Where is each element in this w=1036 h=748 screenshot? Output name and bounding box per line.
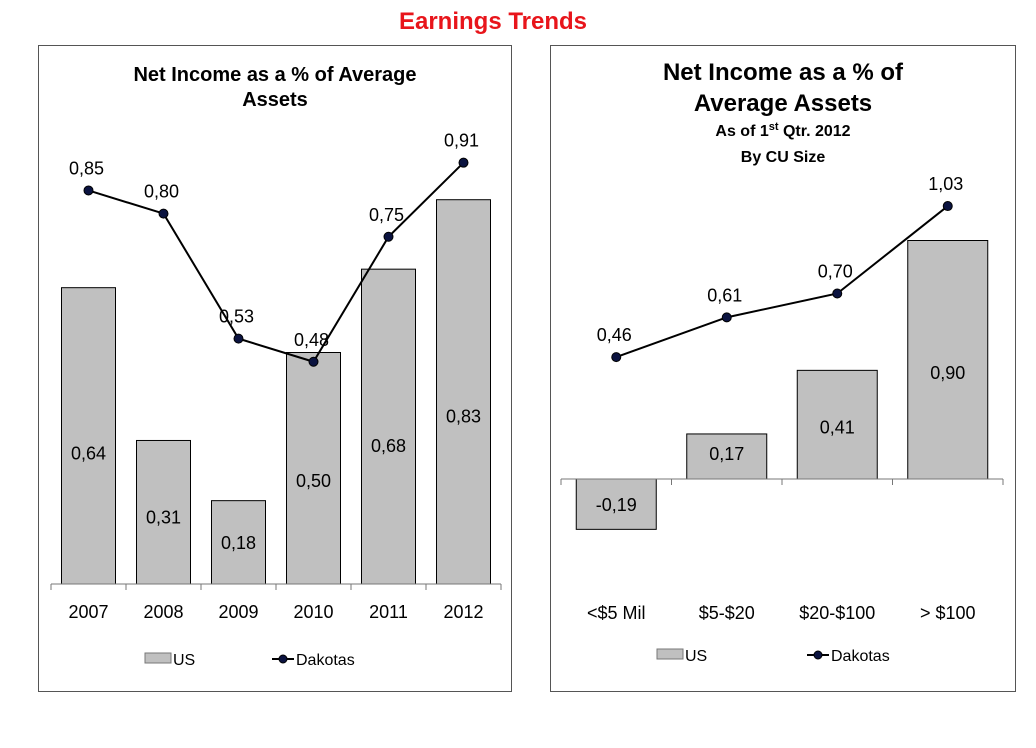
x-tick-label-3: > $100 (920, 603, 976, 623)
x-tick-label-0: 2007 (68, 602, 108, 622)
x-tick-label-5: 2012 (443, 602, 483, 622)
legend-swatch-us (144, 652, 172, 664)
x-tick-label-3: 2010 (293, 602, 333, 622)
line-dakotas (615, 205, 949, 359)
bar-us-3 (907, 240, 989, 480)
point-dakotas-5 (458, 157, 469, 168)
chart-panel-net-income-by-size: Net Income as a % of Average Assets As o… (550, 45, 1016, 692)
point-label-dakotas-4: 0,75 (369, 205, 404, 225)
bar-label-us-3: 0,50 (296, 471, 331, 491)
bar-us-0 (61, 287, 116, 585)
chart-panel-net-income-trend: Net Income as a % of Average Assets 0,64… (38, 45, 512, 692)
chart-title-line-1: Net Income as a % of (663, 59, 904, 86)
bar-label-us-1: 0,17 (709, 444, 744, 464)
legend-label-dakotas: Dakotas (296, 652, 355, 669)
bar-us-2 (211, 500, 266, 585)
line-dakotas (88, 161, 465, 363)
page-title: Earnings Trends (398, 8, 588, 35)
bar-label-us-5: 0,83 (446, 407, 481, 427)
bar-label-us-0: -0,19 (596, 495, 637, 515)
legend-label-us: US (685, 648, 707, 665)
point-label-dakotas-1: 0,61 (707, 285, 742, 305)
point-label-dakotas-1: 0,80 (144, 182, 179, 202)
chart-subtitle: As of 1st Qtr. 2012 (715, 121, 850, 140)
point-dakotas-0 (83, 185, 94, 196)
point-label-dakotas-5: 0,91 (444, 131, 479, 151)
x-tick-label-0: <$5 Mil (587, 603, 646, 623)
x-tick-label-1: 2008 (143, 602, 183, 622)
point-dakotas-0 (611, 352, 622, 363)
legend-label-us: US (173, 652, 195, 669)
bar-us-0 (575, 478, 657, 530)
point-label-dakotas-3: 1,03 (928, 174, 963, 194)
bar-us-3 (286, 352, 341, 585)
bar-us-1 (686, 433, 768, 480)
x-tick-label-1: $5-$20 (699, 603, 755, 623)
x-tick-label-4: 2011 (369, 602, 408, 622)
legend-swatch-us (656, 648, 684, 660)
point-dakotas-2 (233, 333, 244, 344)
x-tick-label-2: $20-$100 (799, 603, 875, 623)
chart-title-line-2: Assets (242, 89, 308, 111)
chart-title-line-1: Net Income as a % of Average (133, 64, 416, 86)
point-label-dakotas-2: 0,70 (818, 262, 853, 282)
bar-us-2 (796, 369, 878, 480)
chart-title-line-2: Average Assets (694, 90, 872, 117)
bar-us-5 (436, 199, 491, 585)
chart-net-income-trend: Net Income as a % of Average Assets 0,64… (50, 64, 502, 669)
bar-label-us-2: 0,18 (221, 533, 256, 553)
point-dakotas-1 (721, 312, 732, 323)
point-dakotas-4 (383, 231, 394, 242)
legend-marker-dakotas (813, 650, 823, 660)
bar-label-us-1: 0,31 (146, 508, 181, 528)
bar-label-us-2: 0,41 (820, 417, 855, 437)
point-label-dakotas-2: 0,53 (219, 307, 254, 327)
x-tick-label-2: 2009 (218, 602, 258, 622)
point-dakotas-3 (942, 201, 953, 212)
point-label-dakotas-0: 0,46 (597, 325, 632, 345)
point-dakotas-1 (158, 208, 169, 219)
point-dakotas-2 (832, 288, 843, 299)
bar-us-4 (361, 268, 416, 585)
legend-label-dakotas: Dakotas (831, 648, 890, 665)
legend-marker-dakotas (278, 654, 288, 664)
bar-label-us-0: 0,64 (71, 444, 106, 464)
chart-net-income-by-size: Net Income as a % of Average Assets As o… (560, 59, 1004, 665)
bar-label-us-3: 0,90 (930, 363, 965, 383)
point-dakotas-3 (308, 356, 319, 367)
chart-subtitle-2: By CU Size (741, 149, 826, 166)
point-label-dakotas-3: 0,48 (294, 330, 329, 350)
bar-label-us-4: 0,68 (371, 436, 406, 456)
point-label-dakotas-0: 0,85 (69, 158, 104, 178)
bar-us-1 (136, 439, 191, 585)
